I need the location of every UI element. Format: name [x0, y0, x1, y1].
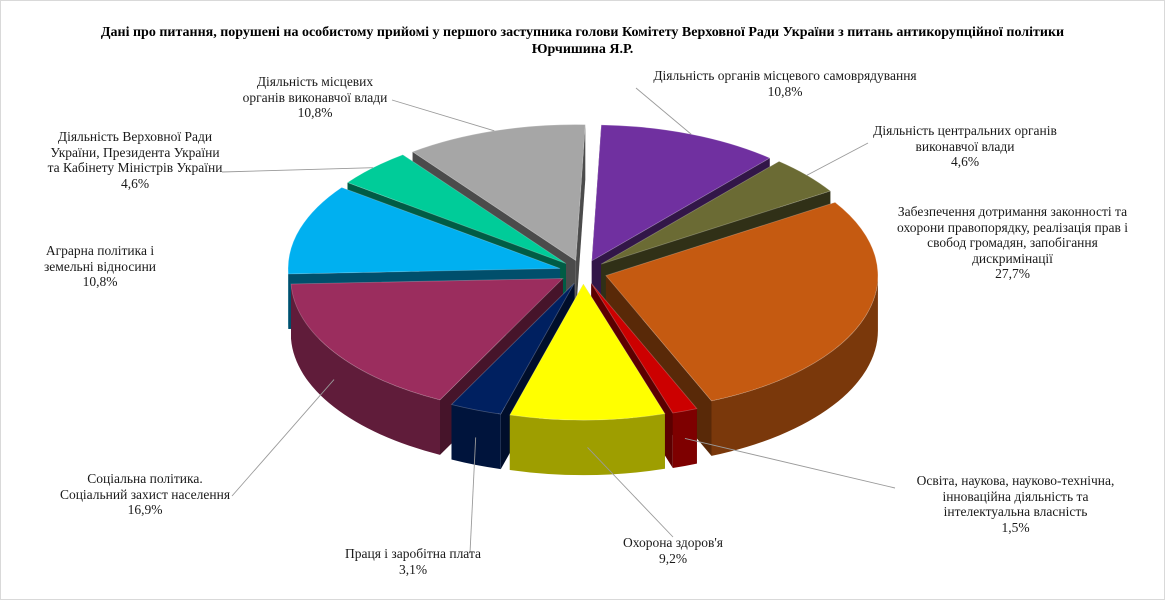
- label-text: свобод громадян, запобігання: [927, 235, 1098, 250]
- label-text: органів виконавчої влади: [242, 89, 388, 105]
- slice-side-healthcare: [509, 413, 665, 475]
- label-text: Діяльність органів місцевого самоврядува…: [653, 68, 917, 83]
- leader-line-social-policy: [231, 379, 335, 497]
- label-text: Освіта, наукова, науково-технічна,: [916, 473, 1115, 488]
- slice-healthcare: [509, 283, 666, 421]
- label-text: Праця і заробітна плата: [344, 546, 482, 561]
- label-text: інтелектуальна власність: [943, 504, 1088, 519]
- slice-side-education-science: [672, 408, 697, 469]
- label-healthcare: Охорона здоров'я 9,2%: [598, 535, 748, 566]
- label-central-executive: Діяльність центральних органів виконавчо…: [870, 123, 1060, 170]
- label-law-enforcement: Забезпечення дотримання законності та ох…: [880, 204, 1145, 282]
- label-text: Соціальний захист населення: [59, 486, 231, 502]
- label-percent: 27,7%: [995, 266, 1030, 281]
- label-text: Діяльність центральних органів: [873, 123, 1057, 138]
- label-text: інноваційна діяльність та: [942, 488, 1089, 504]
- label-percent: 4,6%: [950, 154, 980, 169]
- slice-wall-local-executive-1: [575, 124, 586, 316]
- slice-side-law-enforcement: [711, 275, 878, 456]
- label-verkhovna-rada: Діяльність Верховної Ради України, Прези…: [35, 129, 235, 191]
- label-text: Діяльність Верховної Ради: [57, 129, 213, 144]
- label-percent: 1,5%: [1001, 519, 1030, 535]
- label-percent: 16,9%: [127, 502, 163, 517]
- leader-lines: [221, 87, 896, 554]
- label-text: Соціальна політика.: [87, 471, 203, 486]
- slice-verkhovna-rada: [346, 154, 567, 264]
- leader-line-education-science: [684, 438, 896, 489]
- label-text: земельні відносини: [43, 258, 157, 274]
- label-labor-wages: Праця і заробітна плата 3,1%: [318, 546, 508, 577]
- label-social-policy: Соціальна політика. Соціальний захист на…: [40, 471, 250, 518]
- label-text: Аграрна політика і: [45, 243, 155, 258]
- label-text: та Кабінету Міністрів України: [47, 160, 223, 175]
- label-local-executive: Діяльність місцевих органів виконавчої в…: [225, 74, 405, 121]
- slice-labor-wages: [450, 282, 575, 415]
- slice-agrarian-policy: [287, 187, 561, 275]
- label-percent: 3,1%: [398, 561, 428, 577]
- label-text: дискримінації: [972, 250, 1053, 266]
- label-text: України, Президента України: [50, 144, 220, 160]
- label-percent: 10,8%: [82, 274, 118, 289]
- slice-side-social-policy: [291, 283, 441, 455]
- leader-line-healthcare: [587, 447, 674, 538]
- label-text: охорони правопорядку, реалізація прав і: [897, 219, 1128, 235]
- slice-local-executive: [411, 124, 586, 262]
- leader-line-labor-wages: [469, 437, 477, 554]
- slice-social-policy: [290, 278, 564, 401]
- label-percent: 4,6%: [120, 175, 150, 191]
- chart-title: Дані про питання, порушені на особистому…: [100, 25, 1065, 57]
- label-text: Забезпечення дотримання законності та: [897, 204, 1128, 219]
- label-education-science: Освіта, наукова, науково-технічна, іннов…: [888, 473, 1143, 535]
- label-local-self-government: Діяльність органів місцевого самоврядува…: [630, 68, 940, 99]
- label-agrarian-policy: Аграрна політика і земельні відносини 10…: [25, 243, 175, 290]
- label-text: виконавчої влади: [915, 138, 1015, 154]
- label-percent: 9,2%: [658, 550, 688, 566]
- leader-line-verkhovna-rada: [221, 167, 374, 173]
- slice-education-science: [590, 283, 698, 414]
- leader-line-local-self-government: [635, 87, 692, 135]
- label-percent: 10,8%: [767, 83, 803, 99]
- leader-line-central-executive: [806, 142, 869, 176]
- label-text: Охорона здоров'я: [622, 535, 724, 550]
- slice-side-labor-wages: [451, 404, 501, 470]
- label-text: Діяльність місцевих: [256, 74, 374, 89]
- pie-tops: [287, 124, 879, 421]
- leader-line-local-executive: [391, 99, 495, 132]
- label-percent: 10,8%: [297, 105, 333, 120]
- slice-law-enforcement: [605, 201, 879, 402]
